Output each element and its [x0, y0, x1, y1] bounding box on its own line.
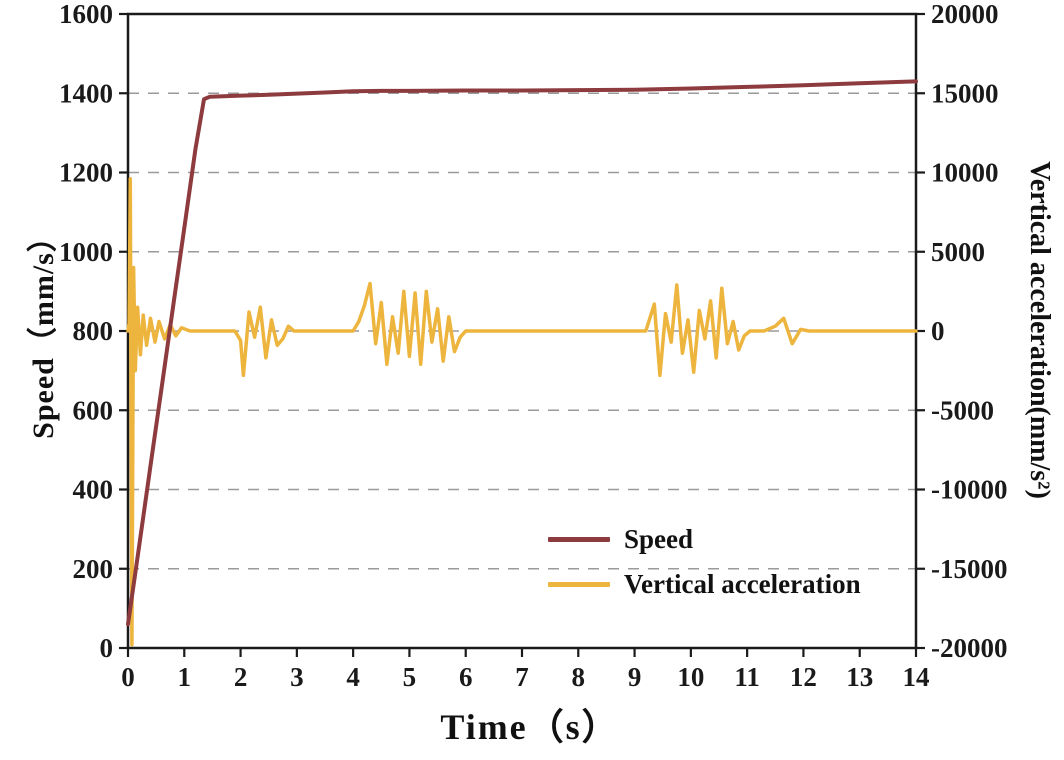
x-tick-label: 0 — [121, 662, 135, 692]
left-tick-label: 1200 — [59, 158, 113, 188]
x-tick-label: 8 — [572, 662, 586, 692]
right-axis-title: Vertical acceleration(mm/s²) — [1024, 161, 1055, 499]
x-tick-label: 10 — [677, 662, 704, 692]
right-tick-label: 0 — [931, 316, 945, 346]
left-tick-label: 1000 — [59, 237, 113, 267]
x-tick-label: 5 — [403, 662, 417, 692]
right-tick-label: 10000 — [931, 158, 999, 188]
x-tick-label: 12 — [790, 662, 817, 692]
legend-label-speed: Speed — [624, 524, 694, 554]
legend-item-acceleration: Vertical acceleration — [548, 569, 861, 600]
left-tick-label: 600 — [73, 395, 114, 425]
x-tick-label: 7 — [515, 662, 529, 692]
left-tick-label: 800 — [73, 316, 114, 346]
x-tick-label: 13 — [846, 662, 873, 692]
vertical-acceleration-line — [126, 177, 918, 647]
legend-swatch-speed — [548, 537, 610, 542]
right-tick-label: 20000 — [931, 0, 999, 29]
legend-swatch-acceleration — [548, 582, 610, 587]
right-tick-label: 15000 — [931, 78, 999, 108]
right-tick-label: -15000 — [931, 554, 1008, 584]
legend-label-acceleration: Vertical acceleration — [624, 569, 861, 599]
left-axis-title: Speed（mm/s） — [27, 221, 60, 439]
left-tick-label: 1600 — [59, 0, 113, 29]
x-tick-label: 1 — [178, 662, 192, 692]
x-tick-label: 11 — [734, 662, 760, 692]
legend: Speed Vertical acceleration — [548, 524, 861, 600]
x-tick-label: 3 — [290, 662, 304, 692]
left-tick-label: 0 — [100, 633, 114, 663]
x-tick-label: 14 — [903, 662, 930, 692]
right-tick-label: 5000 — [931, 237, 985, 267]
left-tick-label: 1400 — [59, 78, 113, 108]
x-tick-label: 4 — [346, 662, 360, 692]
x-tick-label: 9 — [628, 662, 642, 692]
legend-item-speed: Speed — [548, 524, 861, 555]
x-tick-label: 6 — [459, 662, 473, 692]
right-tick-label: -20000 — [931, 633, 1008, 663]
right-tick-label: -10000 — [931, 475, 1008, 505]
x-tick-label: 2 — [234, 662, 248, 692]
left-tick-label: 400 — [73, 475, 114, 505]
right-tick-label: -5000 — [931, 395, 994, 425]
x-axis-title: Time（s） — [440, 707, 620, 747]
left-tick-label: 200 — [73, 554, 114, 584]
speed-line — [126, 79, 918, 627]
